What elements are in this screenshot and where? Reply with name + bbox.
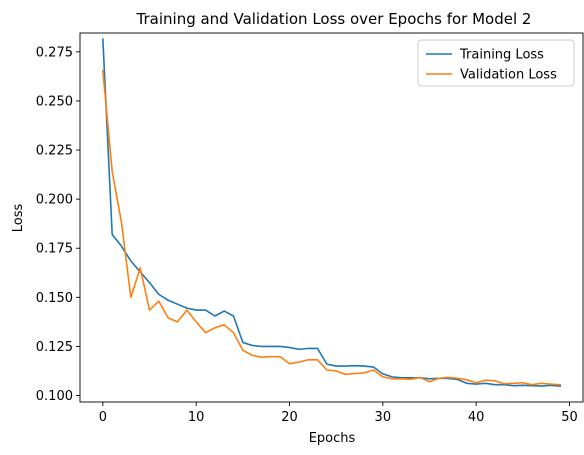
legend-label-training-loss: Training Loss <box>459 48 544 63</box>
x-tick-label: 10 <box>188 410 205 425</box>
plot-frame <box>79 32 584 403</box>
y-axis: 0.100 0.125 0.150 0.175 0.200 0.225 0.250 0.275 <box>36 45 80 404</box>
plot-area <box>79 32 584 403</box>
x-tick-label: 40 <box>468 410 485 425</box>
series-line-training-loss <box>102 38 562 387</box>
y-tick-label: 0.225 <box>36 144 73 159</box>
x-axis-label: Epochs <box>309 431 356 446</box>
legend-box <box>417 39 575 87</box>
y-tick-label: 0.150 <box>36 291 73 306</box>
y-axis-label: Loss <box>11 204 26 233</box>
legend: Training Loss Validation Loss <box>417 39 575 87</box>
x-tick-label: 30 <box>375 410 392 425</box>
y-tick-label: 0.275 <box>36 45 73 60</box>
series-line-validation-loss <box>101 69 561 386</box>
y-tick-label: 0.175 <box>36 242 73 257</box>
y-tick-label: 0.125 <box>36 340 73 355</box>
x-axis: 0 10 20 30 40 50 <box>99 402 578 425</box>
x-tick-label: 0 <box>99 410 107 425</box>
x-tick-label: 20 <box>281 410 298 425</box>
x-tick-label: 50 <box>561 410 578 425</box>
y-tick-label: 0.200 <box>36 193 73 208</box>
chart-title: Training and Validation Loss over Epochs… <box>136 10 532 28</box>
y-tick-label: 0.250 <box>36 94 73 109</box>
legend-label-validation-loss: Validation Loss <box>460 68 557 83</box>
y-tick-label: 0.100 <box>36 389 73 404</box>
